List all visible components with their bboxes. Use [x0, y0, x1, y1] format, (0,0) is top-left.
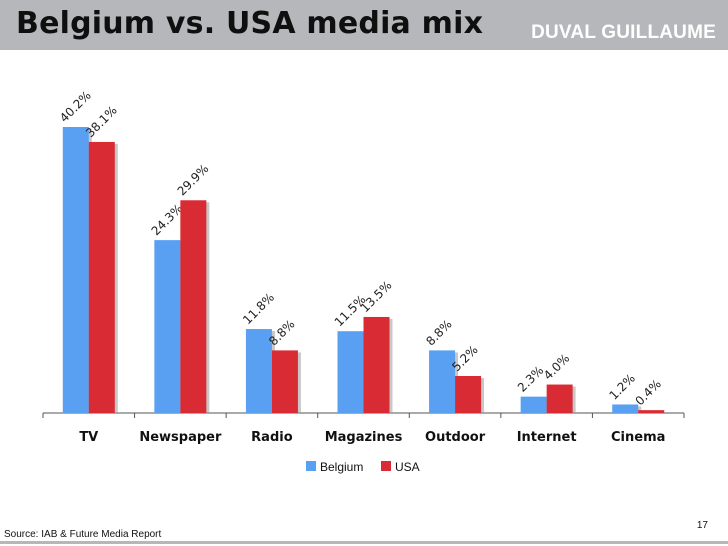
data-label-usa: 13.5%: [358, 278, 395, 315]
x-tick-label: Cinema: [611, 430, 665, 445]
x-tick-label: TV: [79, 430, 98, 445]
source-note: Source: IAB & Future Media Report: [4, 529, 162, 540]
bar-usa-tv: [88, 141, 115, 413]
bar-belgium-radio: [245, 329, 272, 413]
bottom-rule: [0, 541, 728, 544]
bar-belgium-tv: [62, 127, 89, 413]
title-bar: Belgium vs. USA media mix DUVAL GUILLAUM…: [0, 0, 728, 50]
bar-usa-magazines: [363, 316, 390, 413]
data-label-usa: 4.0%: [541, 351, 572, 382]
brand-logo: DUVAL GUILLAUME: [531, 22, 716, 43]
x-tick-label: Magazines: [325, 430, 403, 445]
bar-belgium-newspaper: [154, 240, 181, 413]
bar-belgium-outdoor: [429, 350, 456, 413]
data-label-usa: 29.9%: [175, 162, 212, 199]
bar-belgium-cinema: [612, 404, 639, 413]
bar-belgium-magazines: [337, 331, 364, 413]
legend-swatch-usa: [381, 461, 391, 471]
data-label-usa: 8.8%: [266, 317, 297, 348]
legend-swatch-belgium: [306, 461, 316, 471]
data-label-belgium: 24.3%: [149, 201, 186, 238]
data-label-belgium: 8.8%: [423, 317, 454, 348]
bar-usa-outdoor: [455, 376, 482, 413]
legend-label-belgium: Belgium: [320, 460, 363, 474]
data-label-belgium: 11.8%: [240, 290, 277, 327]
legend-label-usa: USA: [395, 460, 420, 474]
page-title: Belgium vs. USA media mix: [16, 6, 484, 41]
x-tick-label: Outdoor: [425, 430, 486, 445]
bar-belgium-internet: [520, 396, 547, 413]
data-label-belgium: 2.3%: [515, 363, 546, 394]
x-tick-label: Newspaper: [139, 430, 222, 445]
data-label-usa: 5.2%: [449, 343, 480, 374]
bar-usa-newspaper: [180, 200, 207, 413]
x-tick-label: Internet: [517, 430, 577, 445]
x-tick-label: Radio: [251, 430, 293, 445]
bar-usa-radio: [271, 350, 298, 413]
page-number: 17: [696, 520, 708, 531]
data-label-belgium: 40.2%: [57, 88, 94, 125]
data-label-usa: 38.1%: [83, 103, 120, 140]
bar-usa-cinema: [638, 410, 665, 413]
bar-usa-internet: [546, 384, 573, 413]
